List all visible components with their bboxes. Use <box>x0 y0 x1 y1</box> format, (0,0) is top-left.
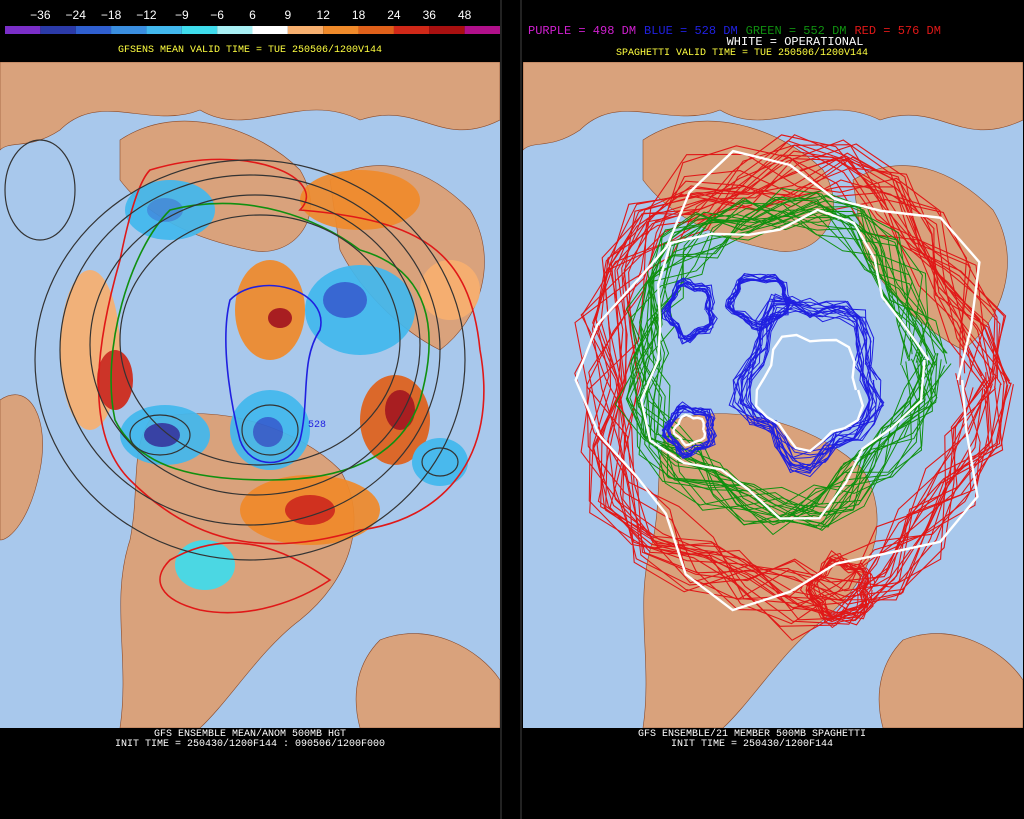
footer: INIT TIME = 250430/1200F144 : 090506/120… <box>115 738 385 750</box>
contour <box>651 194 947 516</box>
right-map <box>523 62 1023 728</box>
contour <box>574 149 981 612</box>
contour <box>667 406 710 454</box>
colorbar-label: −36 <box>30 8 51 22</box>
contour <box>672 413 707 447</box>
contour <box>728 273 790 330</box>
colorbar-label: 48 <box>458 8 472 22</box>
contour <box>639 208 930 520</box>
colorbar-swatch <box>146 26 182 34</box>
contour <box>807 560 870 618</box>
colorbar-swatch <box>40 26 76 34</box>
contour <box>596 152 1009 609</box>
operational-label: WHITE = OPERATIONAL <box>727 35 864 49</box>
contour <box>622 167 1014 622</box>
contour <box>592 150 1005 610</box>
colorbar-label: −6 <box>210 8 224 22</box>
contour <box>724 279 793 326</box>
colorbar: −36 −24 −18 −12 −9 −6 6 9 12 18 24 36 48 <box>5 8 500 34</box>
colorbar-label: −18 <box>101 8 122 22</box>
contour <box>813 559 863 621</box>
colorbar-swatch <box>181 26 218 34</box>
contour <box>629 201 926 526</box>
colorbar-label: 24 <box>387 8 401 22</box>
colorbar-label: 6 <box>249 8 256 22</box>
contour <box>669 282 711 340</box>
colorbar-swatch <box>287 26 324 34</box>
colorbar-swatch <box>358 26 394 34</box>
legend: PURPLE = 498 DM BLUE = 528 DM GREEN = 552 … <box>528 24 941 38</box>
contour <box>574 145 972 600</box>
colorbar-swatch <box>111 26 147 34</box>
contour <box>727 274 789 332</box>
contour <box>664 285 714 338</box>
colorbar-label: −12 <box>136 8 157 22</box>
contour <box>630 202 929 511</box>
contour <box>667 277 713 344</box>
contour <box>580 179 994 625</box>
contour <box>582 134 998 598</box>
colorbar-swatch <box>75 26 112 34</box>
contour <box>601 158 1012 615</box>
legend-entry: RED = 576 DM <box>854 24 940 38</box>
footer: GFS ENSEMBLE MEAN/ANOM 500MB HGT <box>154 728 346 740</box>
left-map: 528 <box>0 62 500 728</box>
contour <box>639 196 930 514</box>
contour <box>732 302 885 470</box>
contour <box>805 563 870 615</box>
colorbar-label: 18 <box>352 8 366 22</box>
panel-title: SPAGHETTI VALID TIME = TUE 250506/1200V1… <box>616 47 868 59</box>
colorbar-swatch <box>393 26 430 34</box>
contour <box>609 143 1010 626</box>
contour <box>662 411 715 451</box>
colorbar-swatch <box>217 26 253 34</box>
colorbar-label: 12 <box>317 8 331 22</box>
colorbar-label: 9 <box>285 8 292 22</box>
legend-entry: PURPLE = 498 DM <box>528 24 636 38</box>
contour <box>591 140 1001 601</box>
contour <box>597 139 992 601</box>
colorbar-swatch <box>429 26 465 34</box>
contour <box>816 564 861 617</box>
legend-entry: GREEN = 552 DM <box>746 24 847 38</box>
contour <box>588 154 995 614</box>
colorbar-swatch <box>252 26 288 34</box>
contour <box>749 293 877 466</box>
contour <box>732 276 789 325</box>
panel-title: GFSENS MEAN VALID TIME = TUE 250506/1200… <box>118 44 382 56</box>
contour <box>740 306 871 460</box>
contour <box>661 277 718 345</box>
colorbar-label: 36 <box>423 8 437 22</box>
contour <box>626 187 936 505</box>
colorbar-label: −9 <box>175 8 189 22</box>
contour <box>588 153 990 605</box>
colorbar-swatch <box>5 26 41 34</box>
contour <box>754 333 865 453</box>
contour <box>662 280 716 342</box>
colorbar-label: −24 <box>66 8 87 22</box>
colorbar-swatch <box>323 26 359 34</box>
footer: GFS ENSEMBLE/21 MEMBER 500MB SPAGHETTI <box>638 728 866 740</box>
contour <box>728 298 882 478</box>
footer: INIT TIME = 250430/1200F144 <box>671 738 833 750</box>
colorbar-swatch <box>464 26 500 34</box>
contour <box>635 208 926 523</box>
contour <box>739 300 872 467</box>
legend-entry: BLUE = 528 DM <box>644 24 738 38</box>
contour <box>595 134 998 583</box>
contour-label: 528 <box>308 420 326 431</box>
contour <box>666 408 710 452</box>
contour <box>809 552 865 629</box>
contour <box>640 198 935 515</box>
